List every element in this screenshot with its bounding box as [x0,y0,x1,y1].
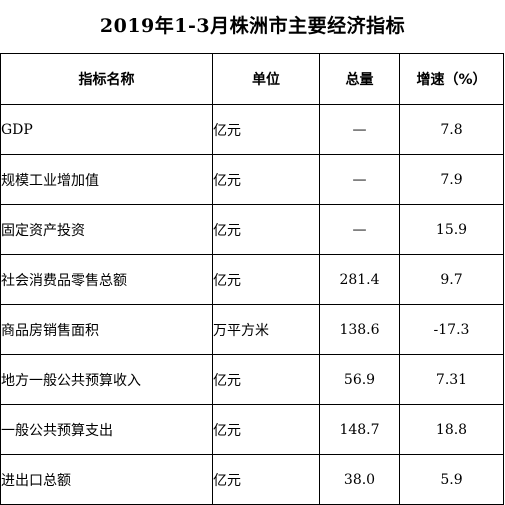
total-cell: 281.4 [319,254,400,305]
growth-cell: 5.9 [399,454,504,505]
economic-indicators-table: 指标名称 单位 总量 增速（%） GDP 亿元 — 7.8 规模工业增加值 亿元… [0,53,504,505]
growth-cell: -17.3 [399,304,504,355]
total-cell: 56.9 [319,354,400,405]
table-row: 固定资产投资 亿元 — 15.9 [0,204,504,255]
table-row: 商品房销售面积 万平方米 138.6 -17.3 [0,304,504,355]
page-title: 2019年1-3月株洲市主要经济指标 [99,15,406,37]
unit-cell: 亿元 [212,204,320,255]
indicator-name-cell: 商品房销售面积 [0,304,213,355]
growth-cell: 18.8 [399,404,504,455]
unit-cell: 亿元 [212,104,320,155]
table-row: 地方一般公共预算收入 亿元 56.9 7.31 [0,354,504,405]
unit-cell: 亿元 [212,454,320,505]
indicator-name-cell: 规模工业增加值 [0,154,213,205]
growth-cell: 15.9 [399,204,504,255]
unit-cell: 亿元 [212,354,320,405]
table-row: GDP 亿元 — 7.8 [0,104,504,155]
indicator-name: GDP [1,121,33,138]
indicator-name-cell: 一般公共预算支出 [0,404,213,455]
header-growth: 增速（%） [399,53,504,105]
total-cell: — [319,204,400,255]
total-cell: — [319,104,400,155]
total-cell: — [319,154,400,205]
unit-cell: 亿元 [212,404,320,455]
indicator-name-cell: 地方一般公共预算收入 [0,354,213,405]
total-cell: 138.6 [319,304,400,355]
indicator-name-cell: 社会消费品零售总额 [0,254,213,305]
indicator-name-cell: 固定资产投资 [0,204,213,255]
header-indicator-name: 指标名称 [0,53,213,105]
indicator-name-cell: 进出口总额 [0,454,213,505]
unit-cell: 亿元 [212,254,320,305]
table-row: 进出口总额 亿元 38.0 5.9 [0,454,504,505]
growth-cell: 7.31 [399,354,504,405]
growth-cell: 9.7 [399,254,504,305]
table-row: 社会消费品零售总额 亿元 281.4 9.7 [0,254,504,305]
table-header-row: 指标名称 单位 总量 增速（%） [0,53,504,105]
unit-cell: 亿元 [212,154,320,205]
total-cell: 38.0 [319,454,400,505]
header-unit: 单位 [212,53,320,105]
indicator-name-cell: GDP [0,104,213,155]
table-row: 规模工业增加值 亿元 — 7.9 [0,154,504,205]
header-total: 总量 [319,53,400,105]
total-cell: 148.7 [319,404,400,455]
growth-cell: 7.9 [399,154,504,205]
growth-cell: 7.8 [399,104,504,155]
table-row: 一般公共预算支出 亿元 148.7 18.8 [0,404,504,455]
unit-cell: 万平方米 [212,304,320,355]
